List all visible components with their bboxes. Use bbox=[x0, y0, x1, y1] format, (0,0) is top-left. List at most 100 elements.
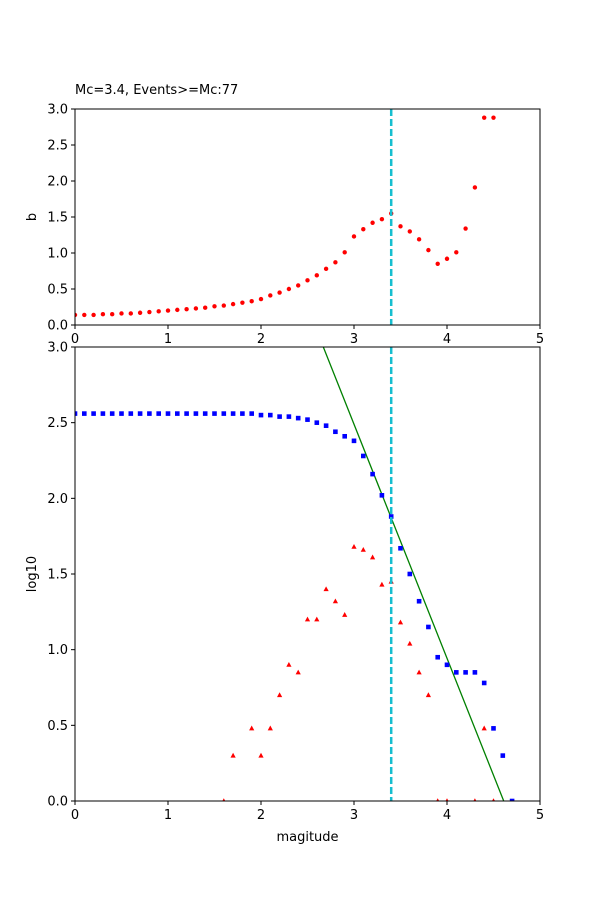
noncumulative-point bbox=[222, 798, 226, 801]
noncumulative-point bbox=[351, 543, 357, 549]
x-tick-label: 1 bbox=[164, 808, 172, 823]
x-axis-label: magitude bbox=[276, 830, 338, 845]
y-tick-label: 3.0 bbox=[47, 341, 68, 356]
noncumulative-point bbox=[258, 752, 264, 758]
noncumulative-point bbox=[342, 612, 348, 617]
noncumulative-point bbox=[445, 798, 449, 801]
y-tick-label: 1.5 bbox=[47, 211, 68, 226]
plot-content bbox=[75, 347, 515, 801]
noncumulative-point bbox=[370, 554, 376, 560]
cumulative-point bbox=[277, 414, 282, 419]
data-point bbox=[110, 312, 115, 317]
data-point bbox=[482, 115, 487, 120]
data-point bbox=[472, 185, 478, 190]
y-tick-label: 0.5 bbox=[47, 719, 68, 734]
data-point bbox=[184, 306, 189, 312]
cumulative-point bbox=[454, 670, 459, 675]
noncumulative-point bbox=[379, 581, 385, 587]
cumulative-point bbox=[305, 417, 310, 422]
cumulative-point bbox=[286, 414, 292, 419]
data-point bbox=[370, 220, 375, 225]
cumulative-point bbox=[75, 411, 78, 416]
y-tick-label: 1.0 bbox=[47, 247, 68, 262]
data-point bbox=[100, 312, 106, 317]
cumulative-point bbox=[184, 411, 189, 416]
noncumulative-point bbox=[295, 669, 301, 675]
cumulative-point bbox=[175, 411, 180, 416]
noncumulative-point bbox=[323, 586, 329, 592]
cumulative-point bbox=[109, 411, 115, 416]
cumulative-point bbox=[481, 680, 487, 686]
cumulative-point bbox=[128, 411, 134, 416]
cumulative-point bbox=[91, 411, 96, 416]
cumulative-point bbox=[156, 411, 161, 416]
b-value-panel: 0 1 2 3 4 5 0.0 0.5 1.0 1.5 2.0 2.5 3.0 Mc=3.4, Event… bbox=[25, 83, 544, 347]
y-tick-label: 3.0 bbox=[47, 103, 68, 118]
data-point bbox=[193, 306, 199, 311]
data-point bbox=[128, 311, 133, 316]
data-point bbox=[165, 308, 171, 313]
noncumulative-point bbox=[314, 616, 320, 622]
cumulative-point bbox=[249, 411, 254, 416]
noncumulative-point bbox=[436, 798, 440, 801]
cumulative-point bbox=[398, 545, 403, 551]
cumulative-point bbox=[165, 411, 171, 416]
data-point bbox=[342, 250, 347, 255]
plot-area bbox=[75, 347, 540, 801]
cumulative-point bbox=[323, 423, 329, 428]
cumulative-point bbox=[82, 411, 87, 416]
data-point bbox=[333, 260, 338, 265]
fit-line bbox=[322, 347, 505, 801]
y-tick-label: 1.0 bbox=[47, 643, 68, 658]
data-point bbox=[463, 226, 468, 231]
cumulative-point bbox=[361, 453, 366, 459]
y-tick-label: 0.0 bbox=[47, 795, 68, 810]
x-tick-label: 4 bbox=[443, 808, 451, 823]
y-tick-label: 2.0 bbox=[47, 175, 68, 190]
cumulative-point bbox=[202, 411, 208, 416]
y-tick-label: 0.5 bbox=[47, 283, 68, 298]
data-point bbox=[137, 310, 143, 315]
data-point bbox=[91, 312, 96, 318]
data-point bbox=[212, 304, 217, 309]
x-tick-label: 3 bbox=[350, 332, 358, 347]
cumulative-point bbox=[119, 411, 124, 416]
cumulative-point bbox=[500, 753, 506, 758]
data-point bbox=[426, 247, 431, 253]
noncumulative-point bbox=[407, 640, 413, 646]
cumulative-point bbox=[435, 654, 440, 660]
noncumulative-point bbox=[360, 546, 366, 552]
data-point bbox=[379, 216, 385, 222]
data-point bbox=[305, 278, 310, 283]
noncumulative-point bbox=[230, 752, 236, 758]
plot-area bbox=[75, 109, 540, 325]
y-axis-label: log10 bbox=[25, 556, 40, 592]
cumulative-point bbox=[100, 411, 106, 416]
x-tick-label: 0 bbox=[71, 332, 79, 347]
data-point bbox=[435, 261, 440, 266]
cumulative-point bbox=[379, 493, 385, 498]
data-point bbox=[416, 237, 422, 242]
noncumulative-point bbox=[416, 669, 422, 675]
cumulative-point bbox=[407, 571, 413, 577]
data-point bbox=[351, 234, 357, 239]
data-point bbox=[323, 266, 329, 272]
noncumulative-point bbox=[267, 725, 273, 731]
cumulative-point bbox=[268, 412, 273, 418]
cumulative-point bbox=[295, 415, 301, 421]
noncumulative-point bbox=[481, 725, 487, 731]
data-point bbox=[175, 307, 180, 313]
cumulative-point bbox=[333, 429, 338, 435]
noncumulative-point bbox=[397, 619, 404, 625]
data-point bbox=[221, 303, 226, 308]
y-tick-label: 2.5 bbox=[47, 139, 68, 154]
cumulative-point bbox=[472, 670, 478, 675]
plot-content bbox=[75, 109, 496, 325]
cumulative-point bbox=[212, 411, 217, 416]
data-point bbox=[268, 293, 273, 298]
x-tick-label: 5 bbox=[536, 332, 544, 347]
data-point bbox=[240, 300, 245, 305]
x-tick-label: 5 bbox=[536, 808, 544, 823]
y-tick-label: 2.0 bbox=[47, 492, 68, 507]
